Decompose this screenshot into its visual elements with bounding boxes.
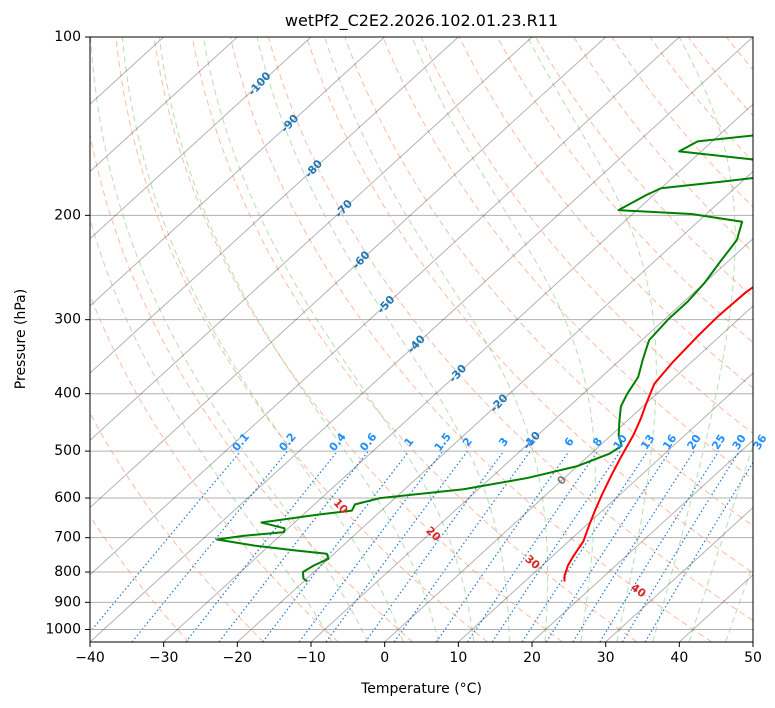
moist-adiabat xyxy=(411,37,596,642)
moist-adiabat xyxy=(652,37,736,642)
x-tick-label: 40 xyxy=(670,650,688,666)
x-tick-label: −30 xyxy=(149,650,179,666)
y-axis-label: Pressure (hPa) xyxy=(13,289,29,389)
x-tick-label: 0 xyxy=(380,650,389,666)
y-tick-label: 500 xyxy=(54,443,81,459)
chart-title: wetPf2_C2E2.2026.102.01.23.R11 xyxy=(285,11,558,31)
isotherm-line xyxy=(90,37,312,240)
dry-adiabat xyxy=(191,37,638,642)
mixing-ratio-line xyxy=(467,450,599,642)
temperature-trace xyxy=(563,285,753,582)
dry-adiabat xyxy=(573,37,753,253)
moist-adiabat xyxy=(158,37,439,642)
dry-adiabat xyxy=(382,37,753,481)
isotherm-line xyxy=(605,506,753,642)
dry-adiabats xyxy=(90,37,753,642)
dry-adiabat xyxy=(420,37,753,435)
y-tick-label: 200 xyxy=(54,207,81,223)
isotherm-line xyxy=(310,237,753,642)
plot-frame xyxy=(89,36,754,643)
y-tick-label: 400 xyxy=(54,386,81,402)
mixing-ratio-line xyxy=(435,450,570,642)
mixing-ratio-line xyxy=(325,450,469,642)
x-axis-label: Temperature (°C) xyxy=(360,681,482,697)
x-tick-label: 10 xyxy=(449,650,467,666)
x-tick-label: 20 xyxy=(523,650,541,666)
mixing-ratio-line xyxy=(262,450,410,642)
moist-adiabat xyxy=(90,37,369,642)
isotherm-line xyxy=(90,37,753,642)
moist-adiabat xyxy=(527,37,657,642)
mixing-ratio-line xyxy=(90,450,242,634)
dry-adiabat xyxy=(90,131,414,642)
moist-adiabat xyxy=(121,37,404,642)
mixing-ratio-line xyxy=(545,450,671,642)
dry-adiabat xyxy=(496,37,753,344)
dry-adiabat xyxy=(229,37,712,642)
y-tick-label: 800 xyxy=(54,564,81,580)
mixing-ratio-line xyxy=(131,450,289,642)
plot-area xyxy=(90,37,753,642)
isotherms xyxy=(90,37,753,642)
y-axis-ticks: 100 200 300 400 500 600 700 800 900 1000 xyxy=(45,29,90,637)
sounding-traces xyxy=(216,134,753,583)
dry-adiabat xyxy=(90,412,264,642)
isotherm-line xyxy=(90,37,607,509)
x-axis-ticks: −40 −30 −20 −10 0 10 20 30 40 50 xyxy=(75,642,762,666)
isotherm-line xyxy=(531,439,753,642)
mixing-ratio-line xyxy=(621,450,740,642)
moist-adiabat xyxy=(324,37,549,642)
isotherm-line xyxy=(163,103,753,642)
y-tick-label: 900 xyxy=(54,594,81,610)
y-tick-label: 300 xyxy=(54,312,81,328)
y-tick-label: 700 xyxy=(54,530,81,546)
isotherm-line xyxy=(90,37,533,442)
dry-adiabat xyxy=(153,37,563,642)
mixing-ratio-line xyxy=(298,450,444,642)
dry-adiabat xyxy=(115,37,488,642)
isotherm-line xyxy=(236,170,753,642)
y-tick-label: 100 xyxy=(54,29,81,45)
x-tick-label: 30 xyxy=(597,650,615,666)
dry-adiabat xyxy=(458,37,753,389)
moist-adiabat xyxy=(688,443,753,642)
dry-adiabat xyxy=(344,37,753,527)
dry-adiabat xyxy=(306,37,753,574)
mixing-ratio-line xyxy=(644,461,753,642)
moist-adiabats xyxy=(90,37,753,642)
mixing-ratio-line xyxy=(185,450,339,642)
moist-adiabat xyxy=(90,217,333,642)
moist-adiabat xyxy=(256,37,510,642)
x-tick-label: 50 xyxy=(744,650,762,666)
mixing-ratio-lines xyxy=(90,450,753,642)
isotherm-line xyxy=(90,37,680,576)
x-tick-label: −40 xyxy=(75,650,105,666)
x-tick-label: −20 xyxy=(223,650,253,666)
mixing-ratio-line xyxy=(599,450,720,642)
isotherm-line xyxy=(384,305,753,642)
dry-adiabat xyxy=(90,293,339,642)
pressure-gridlines xyxy=(90,37,753,630)
y-tick-label: 1000 xyxy=(45,621,81,637)
mixing-ratio-line xyxy=(218,450,369,642)
isotherm-line xyxy=(457,372,753,642)
isotherm-line xyxy=(90,37,238,173)
y-tick-label: 600 xyxy=(54,490,81,506)
dewpoint-trace xyxy=(216,134,753,583)
mixing-ratio-line xyxy=(572,450,695,642)
mixing-ratio-line xyxy=(521,450,649,642)
isotherm-line xyxy=(90,37,386,307)
x-tick-label: −10 xyxy=(296,650,326,666)
dry-adiabat xyxy=(268,37,753,622)
moist-adiabat xyxy=(202,37,475,642)
isotherm-line xyxy=(90,37,459,374)
moist-adiabat xyxy=(725,563,753,642)
